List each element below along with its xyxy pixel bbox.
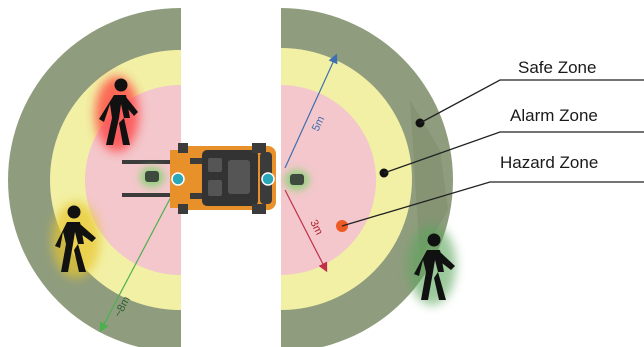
alarm-zone-label: Alarm Zone <box>510 106 598 125</box>
rear-sensor-icon <box>261 172 275 186</box>
rear-camera-icon <box>285 170 309 190</box>
left-zones <box>8 8 181 347</box>
person-green-icon <box>408 225 456 305</box>
person-yellow-icon <box>52 202 100 278</box>
front-sensor-icon <box>171 172 185 186</box>
alarm-zone-leader <box>383 131 644 174</box>
safe-zone-leader <box>419 79 644 124</box>
safe-distance-arrow <box>99 194 173 333</box>
hazard-distance-arrow <box>284 189 328 273</box>
hazard-zone-leader <box>341 181 644 227</box>
alarm-distance-arrow <box>284 53 338 169</box>
safe-zone-label: Safe Zone <box>518 58 596 77</box>
front-camera-icon <box>140 167 164 187</box>
person-red-icon <box>95 76 139 152</box>
hazard-zone-label: Hazard Zone <box>500 153 598 172</box>
forklift-icon <box>122 143 276 214</box>
